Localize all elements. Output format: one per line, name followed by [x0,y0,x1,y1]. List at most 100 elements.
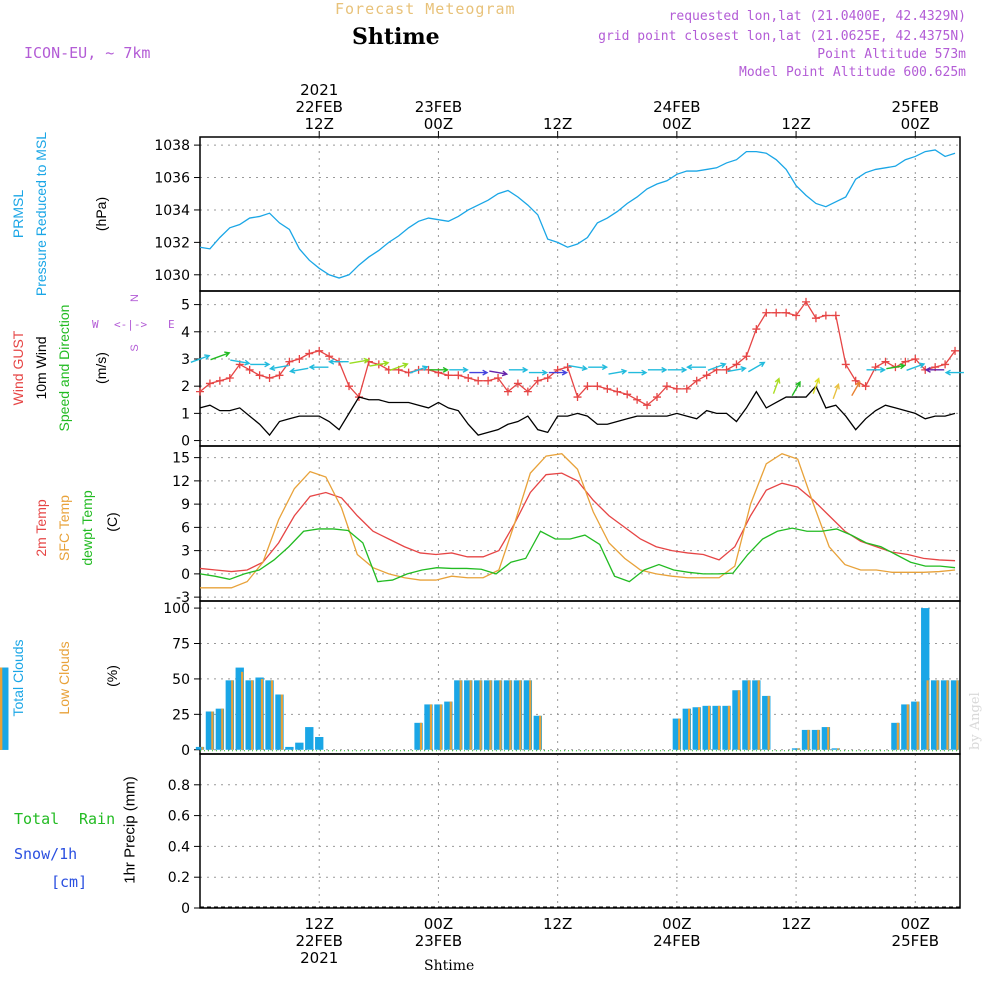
bottom-time-label: 25FEB [892,932,939,950]
total-cloud-bar [891,722,900,750]
wind-arrow [469,369,489,376]
gust-point [275,371,284,380]
total-cloud-bar [811,729,821,750]
y-tick-label: 0 [181,901,190,917]
low-cloud-bar [270,680,274,750]
gust-point [255,371,264,380]
gust-point [494,374,503,383]
top-time-label: 12Z [305,115,334,133]
gust-point [633,395,642,404]
gust-point [742,352,751,361]
wind-arrow [369,360,390,367]
top-time-label: 00Z [424,115,453,133]
total-cloud-bar [255,677,264,750]
wind-arrow [727,366,747,373]
y-tick-label: 2 [181,379,190,395]
total-cloud-bar [473,680,483,750]
y-tick-label: 75 [172,637,190,653]
low-cloud-bar [241,671,244,750]
low-cloud-bar [439,704,442,750]
total-cloud-bar [503,680,513,750]
gust-point [563,363,572,372]
total-cloud-bar [722,705,731,750]
total-clouds-label: Total Clouds [10,639,26,717]
total-cloud-bar [305,727,314,750]
gust-point [802,297,811,306]
gust-point [305,349,314,358]
total-rain-label-total: Total [14,810,60,828]
y-tick-label: 0.4 [168,839,190,855]
low-cloud-bar [956,680,959,750]
series-line-prmsl [199,149,956,279]
compass-w: W [92,318,99,331]
gust-point [623,390,632,399]
total-cloud-bar [533,715,542,750]
low-cloud-bar [529,680,532,750]
total-rain-label-rain: Rain [79,810,116,828]
low-cloud-bar [936,680,939,750]
total-cloud-bar [285,746,294,750]
wind-arrow [944,369,964,376]
total-cloud-bar [464,680,473,750]
low-cloud-bar [429,704,432,750]
y-tick-label: 3 [181,352,190,368]
total-cloud-bar [921,608,930,750]
gust-point [265,374,274,383]
clouds-unit-label: (%) [104,665,120,687]
top-time-label: 24FEB [653,98,700,116]
low-cloud-bar [896,722,899,750]
low-cloud-bar [280,694,283,750]
wind-10m-label: 10m Wind [33,336,49,400]
wind-arrow [568,364,589,372]
total-cloud-bar [752,680,761,750]
bottom-time-label: 00Z [901,915,930,933]
gust-point [831,311,840,320]
gust-point [762,308,771,317]
wind-arrow [508,366,529,373]
wind-arrow [528,369,549,376]
total-cloud-bar [821,727,831,750]
gust-point [205,379,214,388]
wind-arrow [686,364,706,371]
low-cloud-bar [688,708,691,750]
top-time-label: 00Z [901,115,930,133]
temp-2m-label: 2m Temp [33,499,49,557]
total-cloud-bar [901,704,910,750]
total-cloud-bar [444,701,453,750]
wind-arrow [886,363,906,370]
wind-arrow [647,366,668,373]
y-tick-label: 0 [181,743,190,759]
y-tick-label: -3 [176,590,190,606]
gust-point [573,393,582,402]
wind-arrow [628,369,648,376]
low-cloud-bar [678,718,681,750]
total-cloud-bar [315,737,324,750]
wind-arrow [409,365,429,374]
gust-point [603,384,612,393]
total-cloud-bar [245,680,254,750]
total-cloud-bar [265,680,274,750]
total-cloud-bar [950,680,960,750]
gust-point [245,365,254,374]
low-cloud-bar [489,680,492,750]
low-cloud-bar [519,680,522,750]
wind-arrow [250,361,271,368]
wind-arrow [190,354,211,363]
bottom-time-label: 12Z [781,915,810,933]
series-line-dewpt-temp [199,527,956,583]
y-tick-label: 1036 [154,171,190,187]
panel-4: 0 0.2 0.4 0.6 0.8 [168,753,961,917]
wind-arrow [924,366,945,373]
station-name: Shtime [352,24,440,50]
gust-point [325,352,334,361]
gust-point [613,387,622,396]
low-cloud-bar [916,701,919,750]
wind-arrow [588,364,609,371]
gust-point [454,371,463,380]
wind-arrow [389,362,409,371]
low-cloud-bar [737,690,740,750]
bottom-time-label: 2021 [300,949,338,967]
gust-point [672,384,681,393]
gust-point [821,311,830,320]
panel-2: -3 0 3 6 9 12 15 [172,445,961,606]
